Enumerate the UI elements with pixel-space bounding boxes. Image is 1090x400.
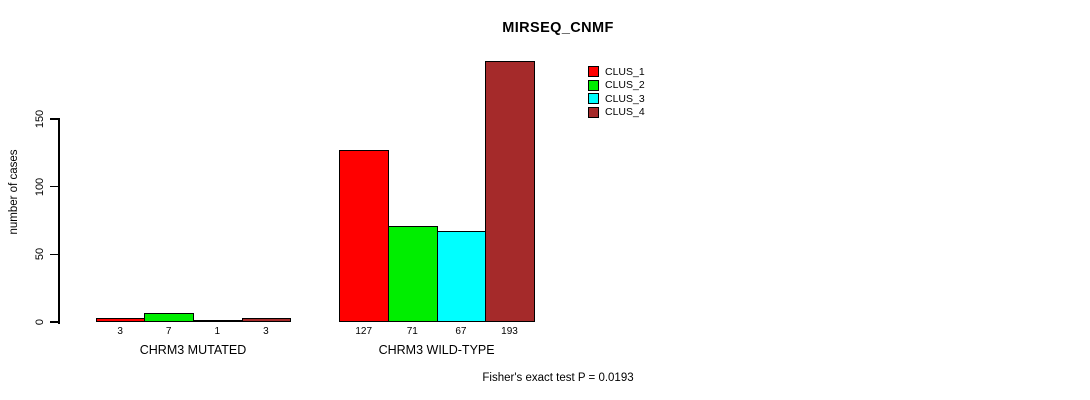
bar-value-label: 3 (117, 326, 123, 337)
bar-value-label: 127 (355, 326, 373, 337)
fisher-test-annotation: Fisher's exact test P = 0.0193 (482, 372, 634, 384)
y-axis-tick (50, 253, 58, 256)
legend-swatch (588, 106, 599, 118)
legend-label: CLUS_1 (605, 65, 645, 78)
y-axis-tick (50, 185, 58, 188)
legend-label: CLUS_2 (605, 79, 645, 92)
legend-label: CLUS_4 (605, 106, 645, 119)
y-axis-tick-label: 100 (34, 177, 46, 196)
bar-value-label: 3 (263, 326, 269, 337)
y-axis-tick-label: 150 (34, 109, 46, 129)
bar-value-label: 67 (455, 326, 467, 337)
y-axis-tick (50, 321, 58, 323)
y-axis-line (58, 118, 60, 324)
y-axis-tick (50, 118, 58, 120)
bar-value-label: 7 (165, 326, 172, 337)
legend-swatch (588, 93, 599, 105)
bar-clus_4-wild-type (485, 60, 535, 322)
bar-value-label: 71 (406, 326, 418, 337)
y-axis-tick-label: 0 (34, 318, 46, 326)
bar-value-label: 193 (501, 326, 518, 337)
legend-item-clus_4: CLUS_4 (588, 106, 645, 120)
legend-item-clus_1: CLUS_1 (588, 65, 645, 79)
legend-item-clus_3: CLUS_3 (588, 92, 645, 106)
bar-clus_4-mutated (241, 317, 292, 322)
bar-clus_3-wild-type (436, 231, 487, 322)
bar-clus_2-mutated (144, 312, 194, 322)
y-axis-tick-label: 50 (34, 248, 46, 261)
bar-value-label: 1 (214, 326, 221, 337)
x-axis-category-label: CHRM3 WILD-TYPE (378, 343, 495, 357)
chart-title: MIRSEQ_CNMF (502, 20, 614, 36)
legend-label: CLUS_3 (605, 92, 645, 105)
x-axis-category-label: CHRM3 MUTATED (139, 343, 247, 357)
bar-clus_1-mutated (95, 317, 146, 322)
bar-clus_1-wild-type (339, 150, 389, 322)
bar-clus_2-wild-type (388, 225, 438, 322)
legend-swatch (588, 66, 599, 78)
legend-swatch (588, 79, 599, 91)
bar-clus_3-mutated (193, 320, 243, 322)
legend-item-clus_2: CLUS_2 (588, 79, 645, 93)
legend: CLUS_1 CLUS_2 CLUS_3 CLUS_4 (588, 65, 645, 119)
